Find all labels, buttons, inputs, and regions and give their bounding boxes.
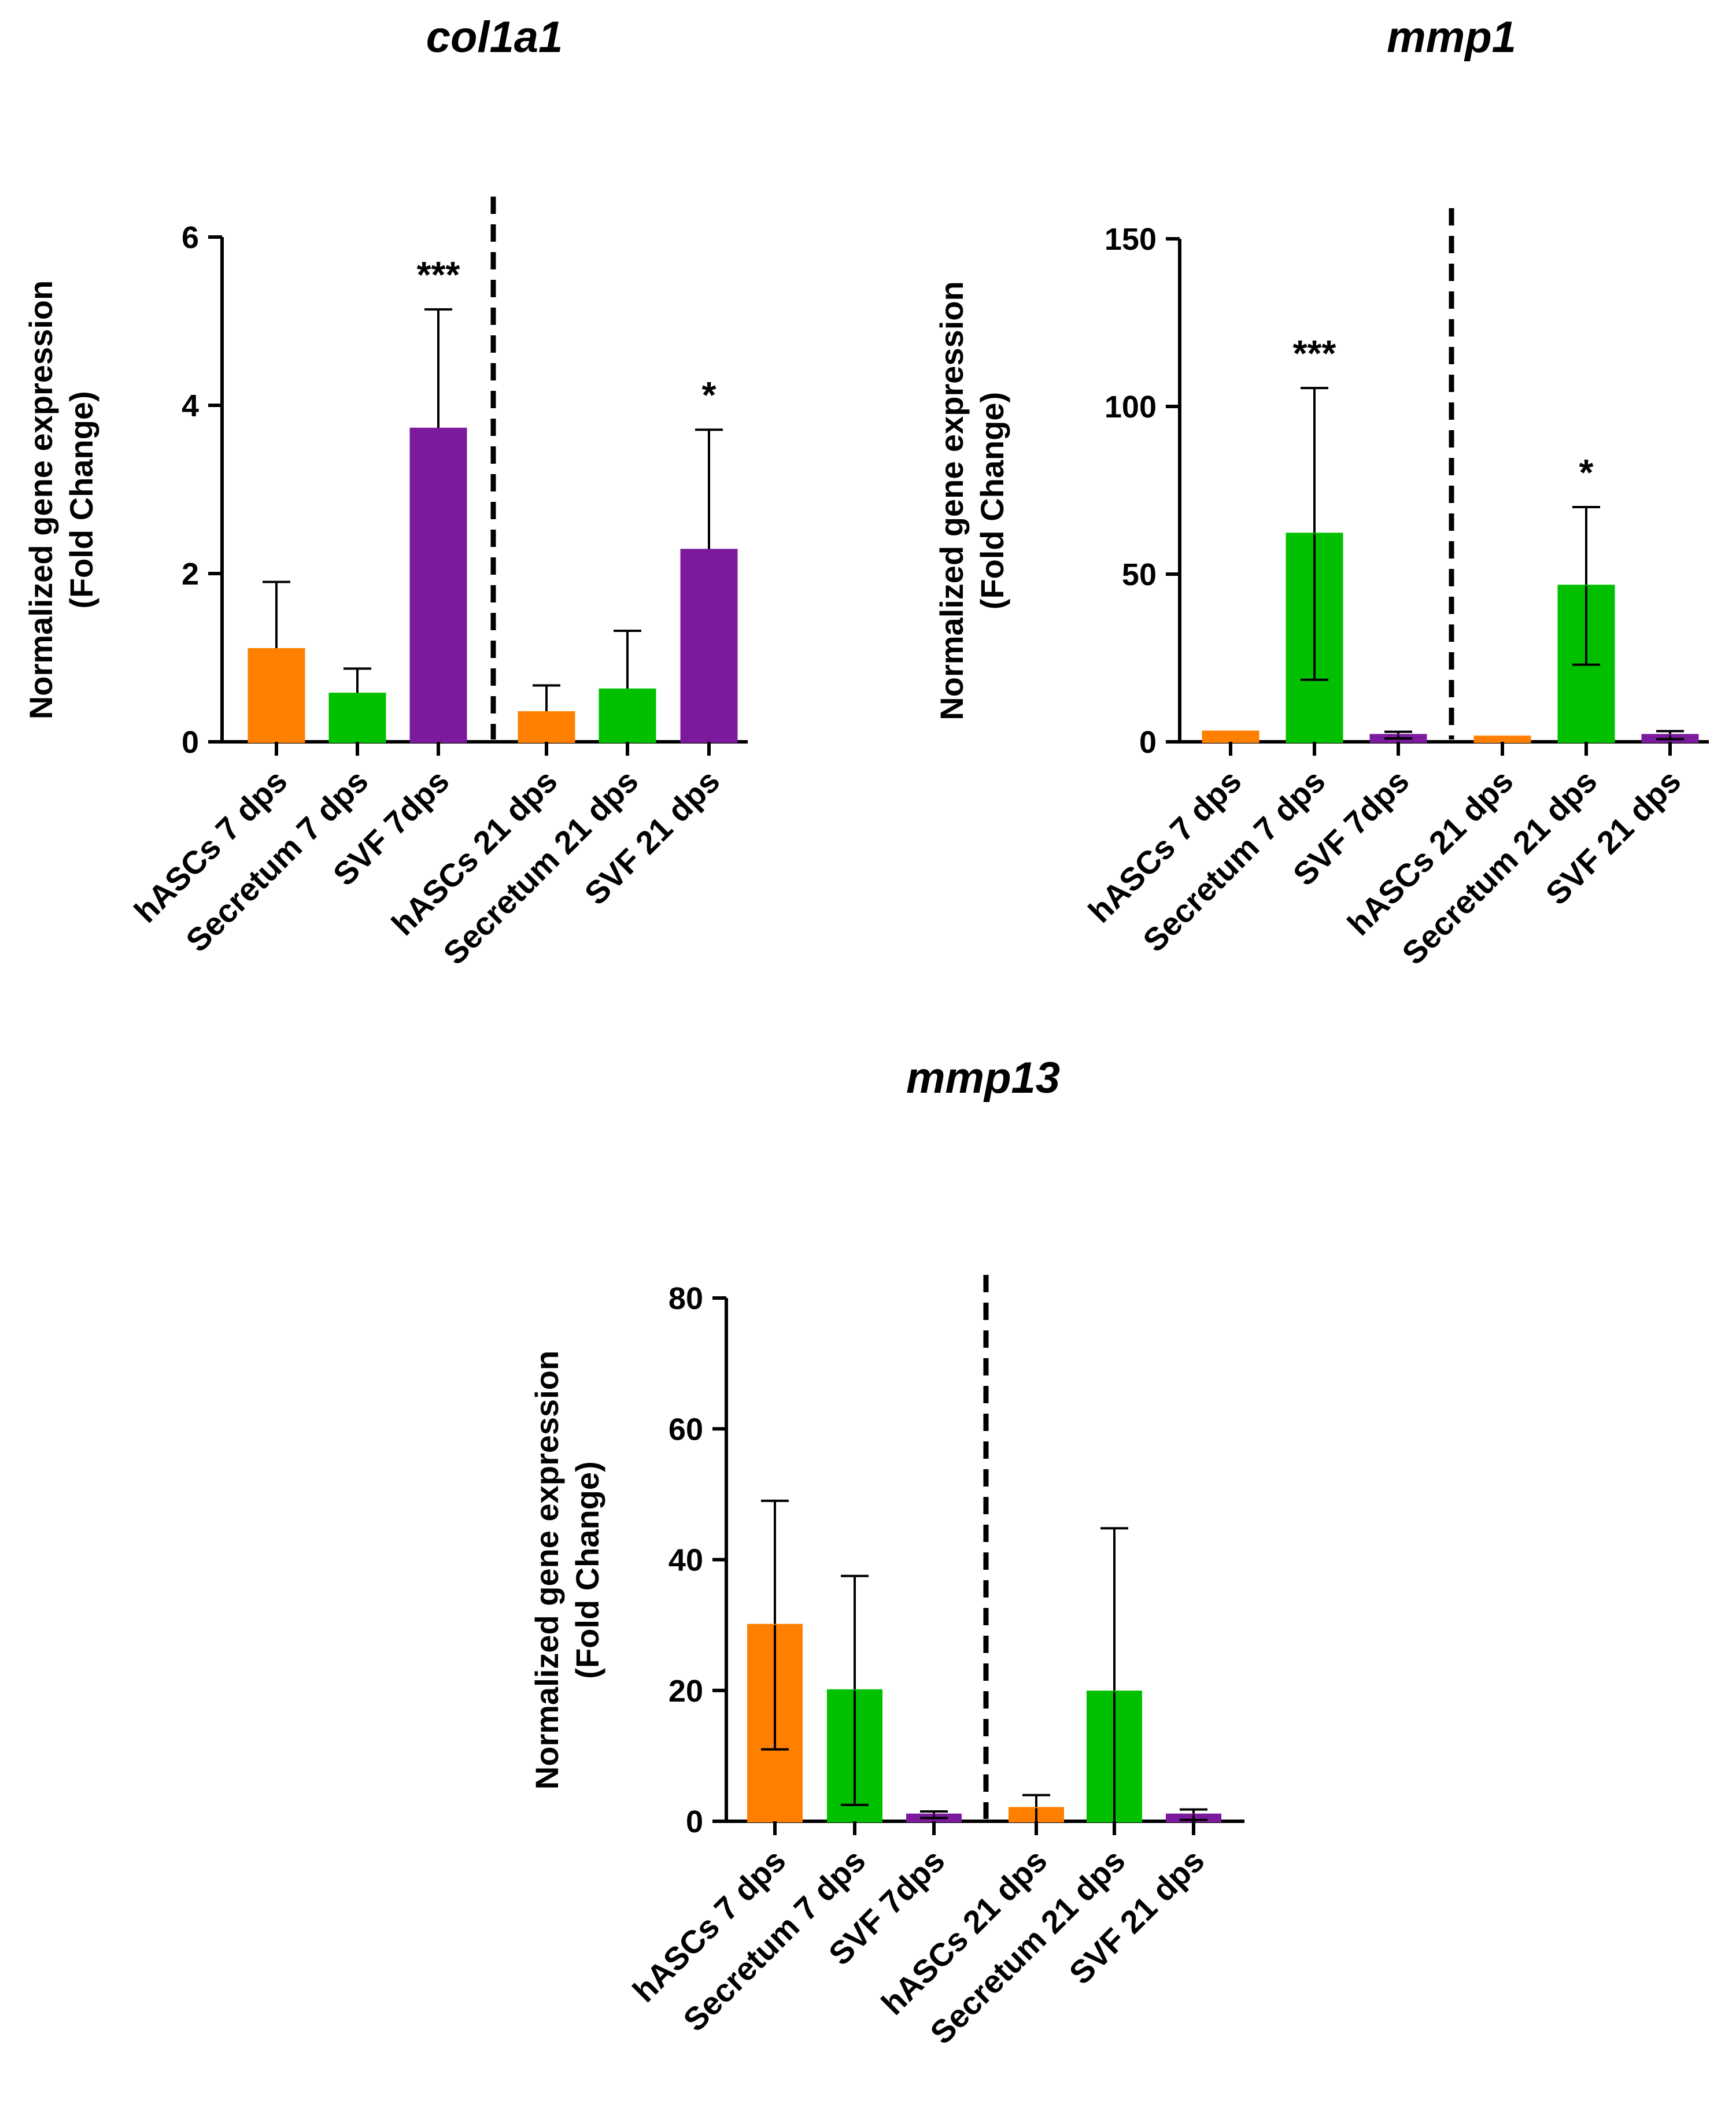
bar-hascs: [1202, 730, 1259, 743]
y-axis-label: Normalized gene expression (Fold Change): [529, 1351, 605, 1789]
chart-title: mmp13: [906, 1053, 1060, 1103]
y-axis-label-line-1: Normalized gene expression: [529, 1351, 565, 1789]
bar-hascs: [248, 648, 305, 743]
chart-title: mmp1: [1387, 13, 1516, 62]
significance-marker: ***: [417, 254, 460, 295]
bar-secretum: [599, 688, 656, 744]
y-tick-label: 0: [686, 1805, 703, 1839]
y-tick-label: 0: [1139, 725, 1157, 760]
significance-marker: ***: [1293, 332, 1336, 374]
y-tick-label: 6: [182, 220, 199, 255]
significance-marker: *: [702, 374, 716, 416]
bar-svf: [680, 549, 738, 743]
y-axis-label-line-2: (Fold Change): [974, 392, 1010, 609]
bar-svf: [409, 427, 467, 743]
y-axis-label: Normalized gene expression (Fold Change): [23, 280, 99, 719]
y-axis-label-line-2: (Fold Change): [63, 391, 99, 608]
bar-secretum: [328, 693, 386, 743]
y-axis-label-line-1: Normalized gene expression: [23, 280, 59, 719]
y-axis-label-line-1: Normalized gene expression: [933, 281, 970, 720]
y-tick-label: 100: [1105, 390, 1157, 424]
bar-hascs: [518, 711, 575, 743]
bar-hascs: [1473, 735, 1531, 744]
y-tick-label: 60: [668, 1412, 703, 1447]
y-tick-label: 20: [668, 1674, 703, 1709]
chart-panel-mmp13: mmp13 Normalized gene expression (Fold Cha…: [529, 1053, 1244, 2051]
chart-panel-mmp1: mmp1 Normalized gene expression (Fold Chan…: [933, 13, 1709, 971]
y-tick-label: 40: [668, 1543, 703, 1578]
y-tick-label: 2: [182, 557, 199, 591]
chart-title: col1a1: [426, 13, 563, 62]
chart-panel-col1a1: col1a1 Normalized gene expression (Fold Ch…: [23, 13, 748, 971]
y-tick-label: 80: [668, 1281, 703, 1316]
y-tick-label: 4: [182, 389, 199, 423]
y-tick-label: 150: [1105, 222, 1157, 257]
y-axis-label: Normalized gene expression (Fold Change): [933, 281, 1010, 720]
y-tick-label: 0: [182, 725, 199, 760]
significance-marker: *: [1579, 452, 1594, 493]
y-tick-label: 50: [1122, 557, 1157, 592]
y-axis-label-line-2: (Fold Change): [569, 1461, 605, 1678]
